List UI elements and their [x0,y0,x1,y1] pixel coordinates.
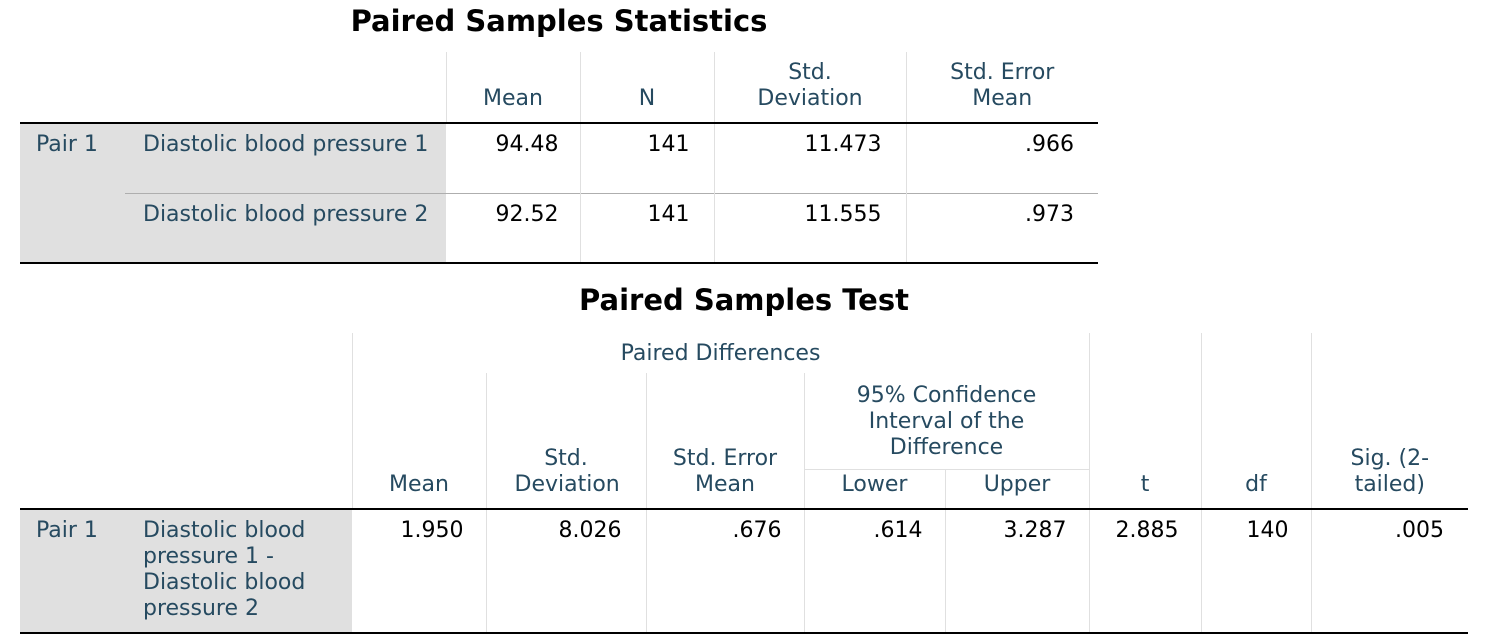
col-header-n: N [580,52,715,123]
cell-std-error-mean: .973 [1025,201,1074,227]
cell-std-deviation: 11.473 [714,123,907,193]
col-header-df: df [1201,333,1312,509]
cell-n: 141 [580,123,715,193]
stats-header-row: Mean N Std. Deviation Std. Error Mean [20,52,1098,123]
row-label: Diastolic blood pressure 1 [125,123,446,193]
group-header-confidence-interval: 95% Confidence Interval of the Differenc… [804,373,1090,469]
test-row-1: Pair 1 Diastolic blood pressure 1 - Dias… [20,509,1469,633]
cell-mean: 1.950 [352,509,487,633]
cell-mean: 94.48 [446,123,581,193]
paired-samples-statistics-table: Mean N Std. Deviation Std. Error Mean Pa… [20,52,1098,264]
cell-std-error-mean: .676 [646,509,805,633]
col-header-upper: Upper [945,468,1090,509]
stats-row-2: Diastolic blood pressure 2 92.52 141 11.… [20,193,1098,263]
cell-std-deviation: 11.555 [714,193,907,263]
cell-df: 140 [1201,509,1312,633]
stats-title: Paired Samples Statistics [350,4,768,38]
col-header-mean: Mean [351,373,487,509]
col-header-std-deviation: Std. Deviation [714,52,907,123]
test-ci-header-row: Mean Std. Deviation Std. Error Mean 95% … [20,373,1468,509]
row-label: Diastolic blood pressure 2 [125,193,446,263]
stats-row-1: Pair 1 Diastolic blood pressure 1 94.48 … [20,123,1098,264]
cell-upper: 3.287 [945,509,1090,633]
row-label: Diastolic blood pressure 1 - Diastolic b… [125,509,352,633]
test-corner [20,333,352,373]
cell-n: 141 [580,193,715,263]
pair-label: Pair 1 [20,509,125,633]
paired-samples-test-table: Paired Differences t df Sig. (2-tailed) … [20,333,1469,634]
col-header-t: t [1089,333,1202,509]
col-header-std-error-mean: Std. Error Mean [950,60,1055,111]
pair-label: Pair 1 [20,123,125,264]
col-header-std-error-mean: Std. Error Mean [646,373,805,509]
col-header-sig: Sig. (2-tailed) [1350,446,1430,497]
test-corner-2 [20,373,352,469]
cell-sig: .005 [1395,518,1445,543]
stats-corner [20,52,446,123]
cell-lower: .614 [804,509,946,633]
cell-std-deviation: 8.026 [486,509,647,633]
col-header-std-deviation: Std. Deviation [486,373,647,509]
col-header-lower: Lower [804,468,946,509]
test-corner-3 [20,469,352,509]
group-header-paired-differences: Paired Differences [351,333,1090,373]
cell-mean: 92.52 [446,193,581,263]
col-header-mean: Mean [445,52,581,123]
cell-std-error-mean: .966 [1025,132,1074,157]
test-title: Paired Samples Test [579,283,909,317]
test-group-header-row: Paired Differences t df Sig. (2-tailed) [20,333,1468,509]
cell-t: 2.885 [1089,509,1202,633]
